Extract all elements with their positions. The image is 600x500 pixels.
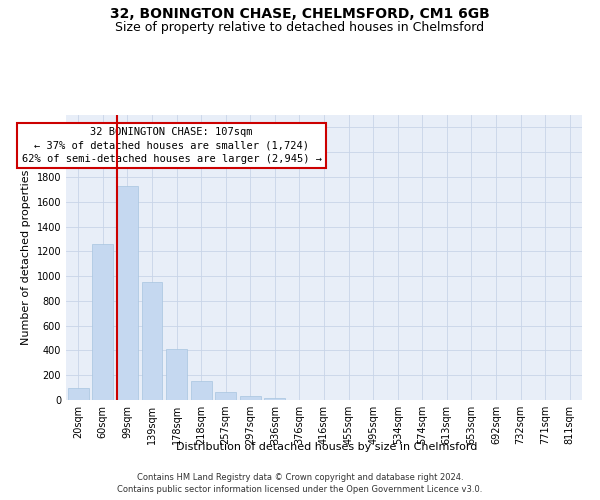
Bar (215, 392, 236, 400)
Bar (265, 398, 286, 400)
Bar (117, 186, 138, 400)
Text: 32, BONINGTON CHASE, CHELMSFORD, CM1 6GB: 32, BONINGTON CHASE, CHELMSFORD, CM1 6GB (110, 8, 490, 22)
Bar (240, 396, 261, 400)
Bar (68, 388, 89, 400)
Y-axis label: Number of detached properties: Number of detached properties (21, 170, 31, 345)
Text: Contains public sector information licensed under the Open Government Licence v3: Contains public sector information licen… (118, 485, 482, 494)
Bar (166, 348, 187, 400)
Text: Distribution of detached houses by size in Chelmsford: Distribution of detached houses by size … (176, 442, 478, 452)
Text: Size of property relative to detached houses in Chelmsford: Size of property relative to detached ho… (115, 21, 485, 34)
Bar (191, 382, 212, 400)
Bar (92, 244, 113, 400)
Text: Contains HM Land Registry data © Crown copyright and database right 2024.: Contains HM Land Registry data © Crown c… (137, 472, 463, 482)
Bar (142, 282, 163, 400)
Text: 32 BONINGTON CHASE: 107sqm
← 37% of detached houses are smaller (1,724)
62% of s: 32 BONINGTON CHASE: 107sqm ← 37% of deta… (22, 128, 322, 164)
